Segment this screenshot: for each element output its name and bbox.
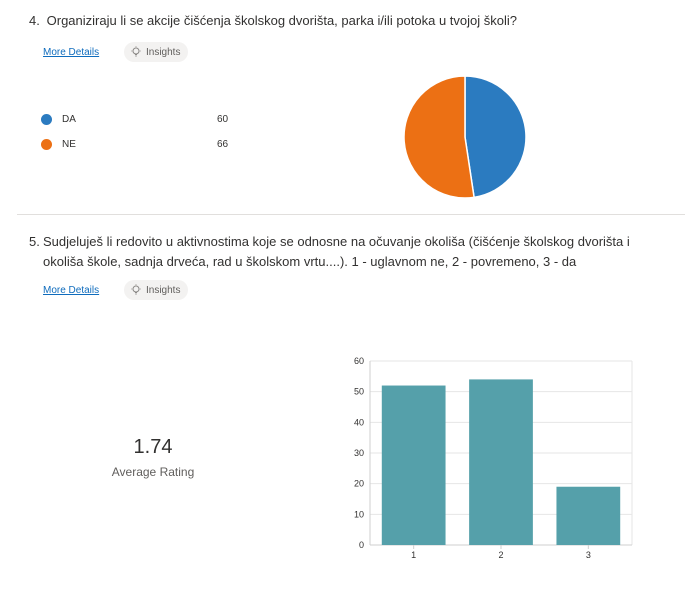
y-tick-label: 10 (354, 509, 364, 519)
legend-item-da: DA 60 (41, 111, 241, 127)
more-details-link[interactable]: More Details (43, 47, 100, 58)
x-tick-label: 3 (586, 550, 591, 560)
legend-label: DA (62, 113, 76, 125)
insights-label: Insights (146, 46, 181, 58)
question-4-title: 4. Organiziraju li se akcije čišćenja šk… (29, 11, 669, 31)
pie-slice-da (464, 75, 527, 199)
section-divider (17, 214, 685, 215)
y-tick-label: 30 (354, 448, 364, 458)
legend-swatch (41, 113, 52, 125)
insights-button[interactable]: Insights (124, 42, 189, 62)
lightbulb-icon (131, 284, 141, 295)
question-5-title: 5. Sudjeluješ li redovito u aktivnostima … (29, 232, 669, 272)
y-tick-label: 0 (359, 540, 364, 550)
more-details-link[interactable]: More Details (43, 285, 100, 296)
question-text: Organiziraju li se akcije čišćenja škols… (46, 13, 517, 28)
legend-count: 60 (217, 113, 229, 125)
lightbulb-icon (131, 46, 141, 57)
bar-1 (381, 385, 446, 545)
average-rating-label: Average Rating (111, 465, 195, 479)
question-text: Sudjeluješ li redovito u aktivnostima ko… (43, 234, 630, 269)
insights-button[interactable]: Insights (124, 280, 189, 300)
y-tick-label: 50 (354, 387, 364, 397)
x-tick-label: 1 (411, 550, 416, 560)
question-number: 4. (29, 13, 40, 28)
pie-chart (403, 75, 527, 199)
legend-swatch (41, 138, 52, 150)
pie-slice-ne (403, 75, 475, 199)
insights-label: Insights (146, 284, 181, 296)
y-tick-label: 20 (354, 479, 364, 489)
bar-3 (556, 486, 621, 545)
x-tick-label: 2 (498, 550, 503, 560)
bar-chart: 0 10 20 30 40 50 60 1 2 3 (354, 356, 633, 560)
question-number: 5. (29, 234, 40, 249)
bar-2 (469, 379, 533, 545)
y-tick-label: 60 (354, 356, 364, 366)
legend-label: NE (62, 138, 76, 150)
legend-item-ne: NE 66 (41, 136, 241, 152)
average-rating-value: 1.74 (133, 436, 173, 458)
legend-count: 66 (217, 138, 229, 150)
y-tick-label: 40 (354, 417, 364, 427)
